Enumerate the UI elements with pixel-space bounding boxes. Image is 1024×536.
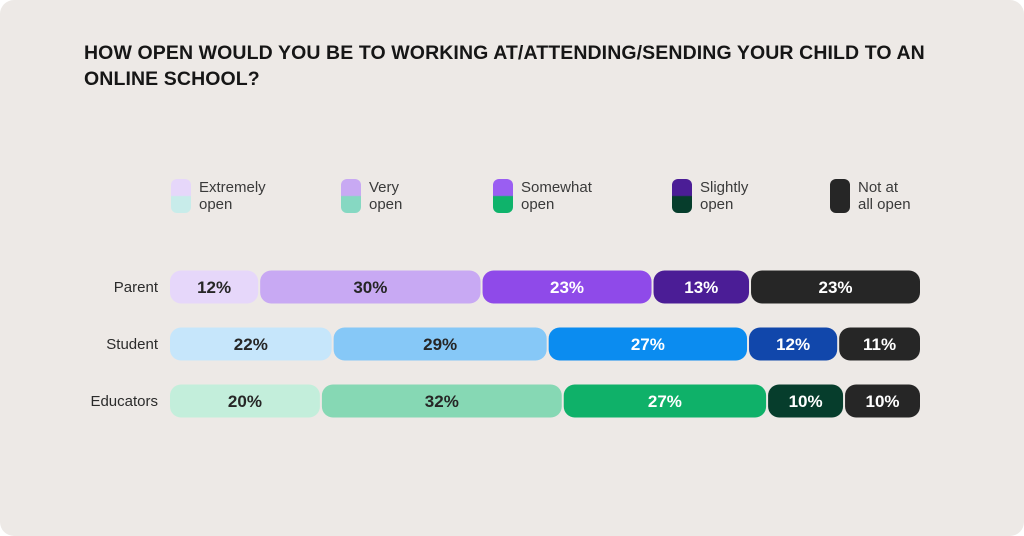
bar-parent-very-open (260, 270, 481, 304)
bar-parent-extremely-open (170, 270, 259, 304)
bar-educators-not-at-all-open (845, 384, 920, 418)
legend-swatch-somewhat-open (493, 179, 513, 213)
legend-label-very-open: Very open (369, 179, 403, 213)
legend-swatch-very-open (341, 179, 361, 213)
bar-educators-extremely-open (170, 384, 320, 418)
row-label-parent: Parent (114, 279, 159, 296)
legend-swatch-slightly-open (672, 179, 692, 213)
data-label-student-slightly-open: 12% (776, 335, 810, 354)
data-label-educators-somewhat-open: 27% (648, 392, 682, 411)
row-label-educators: Educators (90, 393, 158, 410)
row-label-student: Student (106, 336, 159, 353)
legend-item-extremely-open: Extremely open (171, 179, 266, 215)
bar-parent-somewhat-open (482, 270, 652, 304)
legend-label-not-at-all-open: Not at all open (858, 179, 911, 213)
bar-parent-slightly-open (653, 270, 750, 304)
data-label-student-very-open: 29% (423, 335, 457, 354)
bar-parent-not-at-all-open (751, 270, 920, 304)
legend-swatch-not-at-all-open (830, 179, 850, 213)
data-label-parent-somewhat-open: 23% (550, 278, 584, 297)
bar-educators-somewhat-open (563, 384, 767, 418)
legend-label-somewhat-open: Somewhat open (521, 179, 592, 213)
legend-item-not-at-all-open: Not at all open (830, 179, 911, 215)
data-label-parent-not-at-all-open: 23% (818, 278, 852, 297)
data-label-parent-very-open: 30% (353, 278, 387, 297)
legend-label-slightly-open: Slightly open (700, 179, 749, 213)
data-label-educators-very-open: 32% (425, 392, 459, 411)
data-label-parent-slightly-open: 13% (684, 278, 718, 297)
data-label-parent-extremely-open: 12% (197, 278, 231, 297)
data-label-educators-extremely-open: 20% (228, 392, 262, 411)
legend-item-very-open: Very open (341, 179, 402, 215)
chart-title: HOW OPEN WOULD YOU BE TO WORKING AT/ATTE… (84, 42, 925, 90)
bar-student-somewhat-open (548, 327, 748, 361)
bar-student-extremely-open (170, 327, 332, 361)
bar-educators-very-open (321, 384, 562, 418)
legend-item-somewhat-open: Somewhat open (493, 179, 592, 215)
legend-label-extremely-open: Extremely open (199, 179, 266, 213)
data-label-student-somewhat-open: 27% (631, 335, 665, 354)
data-label-student-not-at-all-open: 11% (863, 335, 896, 354)
data-label-educators-not-at-all-open: 10% (866, 392, 900, 411)
bar-educators-slightly-open (768, 384, 844, 418)
bar-student-not-at-all-open (839, 327, 920, 361)
legend-item-slightly-open: Slightly open (672, 179, 748, 215)
data-label-student-extremely-open: 22% (234, 335, 268, 354)
data-label-educators-slightly-open: 10% (789, 392, 823, 411)
legend-swatch-extremely-open (171, 179, 191, 213)
bar-student-slightly-open (749, 327, 838, 361)
bar-student-very-open (333, 327, 547, 361)
